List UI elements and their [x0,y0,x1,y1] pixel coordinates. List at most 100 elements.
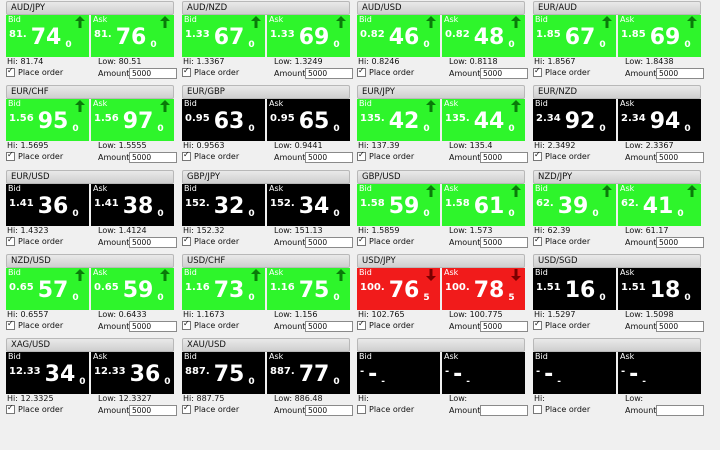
ask-price-button[interactable]: Ask 100. 78 5 [442,268,525,310]
place-order-checkbox[interactable] [357,319,366,330]
place-order-checkbox[interactable] [533,66,542,77]
bid-price-button[interactable]: Bid 0.65 57 0 [6,268,89,310]
ask-price-button[interactable]: Ask 1.51 18 0 [618,268,701,310]
place-order-row[interactable]: Place order [533,319,590,330]
place-order-row[interactable]: Place order [6,66,63,77]
place-order-checkbox[interactable] [533,319,542,330]
place-order-checkbox[interactable] [6,319,15,330]
place-order-checkbox[interactable] [357,66,366,77]
amount-input[interactable]: 5000 [656,152,704,163]
place-order-row[interactable]: Place order [533,235,590,246]
ask-price-button[interactable]: Ask 12.33 36 0 [91,352,174,394]
amount-input[interactable]: 5000 [129,405,177,416]
ask-price-button[interactable]: Ask 81. 76 0 [91,15,174,57]
amount-input[interactable] [480,405,528,416]
amount-input[interactable]: 5000 [656,68,704,79]
ask-price-button[interactable]: Ask - - - [618,352,701,394]
place-order-row[interactable]: Place order [182,319,239,330]
bid-price-button[interactable]: Bid 12.33 34 0 [6,352,89,394]
bid-price-button[interactable]: Bid 135. 42 0 [357,99,440,141]
bid-price-button[interactable]: Bid 1.41 36 0 [6,184,89,226]
amount-input[interactable]: 5000 [305,152,353,163]
ask-price-button[interactable]: Ask 2.34 94 0 [618,99,701,141]
place-order-checkbox[interactable] [357,405,366,414]
bid-price-button[interactable]: Bid 887. 75 0 [182,352,265,394]
place-order-checkbox[interactable] [6,150,15,161]
place-order-row[interactable]: Place order [357,405,414,414]
place-order-row[interactable]: Place order [357,235,414,246]
amount-input[interactable]: 5000 [480,152,528,163]
amount-input[interactable]: 5000 [305,68,353,79]
amount-input[interactable]: 5000 [129,321,177,332]
ask-price-button[interactable]: Ask 1.16 75 0 [267,268,350,310]
place-order-row[interactable]: Place order [182,235,239,246]
ask-price-button[interactable]: Ask 135. 44 0 [442,99,525,141]
bid-price-button[interactable]: Bid - - - [533,352,616,394]
bid-price-button[interactable]: Bid 1.51 16 0 [533,268,616,310]
bid-price-button[interactable]: Bid 1.56 95 0 [6,99,89,141]
place-order-checkbox[interactable] [533,405,542,414]
place-order-checkbox[interactable] [6,235,15,246]
place-order-row[interactable]: Place order [182,150,239,161]
place-order-checkbox[interactable] [357,235,366,246]
place-order-row[interactable]: Place order [182,66,239,77]
amount-input[interactable]: 5000 [480,321,528,332]
place-order-checkbox[interactable] [182,66,191,77]
place-order-row[interactable]: Place order [357,66,414,77]
place-order-checkbox[interactable] [533,150,542,161]
place-order-row[interactable]: Place order [533,150,590,161]
place-order-row[interactable]: Place order [182,403,239,414]
place-order-row[interactable]: Place order [357,319,414,330]
amount-input[interactable]: 5000 [305,321,353,332]
ask-price-button[interactable]: Ask 1.41 38 0 [91,184,174,226]
ask-price-button[interactable]: Ask 0.95 65 0 [267,99,350,141]
amount-input[interactable]: 5000 [656,321,704,332]
ask-price-button[interactable]: Ask 0.65 59 0 [91,268,174,310]
ask-price-button[interactable]: Ask 1.58 61 0 [442,184,525,226]
ask-price-button[interactable]: Ask 0.82 48 0 [442,15,525,57]
bid-price-button[interactable]: Bid - - - [357,352,440,394]
bid-price-button[interactable]: Bid 1.58 59 0 [357,184,440,226]
bid-price-button[interactable]: Bid 100. 76 5 [357,268,440,310]
bid-price-button[interactable]: Bid 0.95 63 0 [182,99,265,141]
amount-input[interactable]: 5000 [129,237,177,248]
ask-price-button[interactable]: Ask - - - [442,352,525,394]
ask-price-button[interactable]: Ask 1.85 69 0 [618,15,701,57]
ask-price-button[interactable]: Ask 62. 41 0 [618,184,701,226]
place-order-row[interactable]: Place order [533,66,590,77]
bid-price-button[interactable]: Bid 152. 32 0 [182,184,265,226]
place-order-checkbox[interactable] [182,235,191,246]
place-order-row[interactable]: Place order [6,235,63,246]
place-order-row[interactable]: Place order [6,403,63,414]
bid-price-button[interactable]: Bid 2.34 92 0 [533,99,616,141]
place-order-checkbox[interactable] [533,235,542,246]
place-order-checkbox[interactable] [357,150,366,161]
place-order-row[interactable]: Place order [6,319,63,330]
ask-price-button[interactable]: Ask 152. 34 0 [267,184,350,226]
amount-input[interactable]: 5000 [305,237,353,248]
amount-input[interactable]: 5000 [129,152,177,163]
amount-input[interactable]: 5000 [480,68,528,79]
bid-price-button[interactable]: Bid 1.16 73 0 [182,268,265,310]
amount-input[interactable]: 5000 [129,68,177,79]
place-order-row[interactable]: Place order [357,150,414,161]
amount-input[interactable]: 5000 [480,237,528,248]
bid-price-button[interactable]: Bid 81. 74 0 [6,15,89,57]
bid-price-button[interactable]: Bid 1.33 67 0 [182,15,265,57]
bid-price-button[interactable]: Bid 1.85 67 0 [533,15,616,57]
place-order-checkbox[interactable] [182,403,191,414]
amount-input[interactable] [656,405,704,416]
place-order-checkbox[interactable] [182,150,191,161]
bid-price-button[interactable]: Bid 62. 39 0 [533,184,616,226]
amount-input[interactable]: 5000 [656,237,704,248]
place-order-row[interactable]: Place order [6,150,63,161]
bid-price-button[interactable]: Bid 0.82 46 0 [357,15,440,57]
place-order-checkbox[interactable] [6,66,15,77]
ask-price-button[interactable]: Ask 1.33 69 0 [267,15,350,57]
ask-price-button[interactable]: Ask 1.56 97 0 [91,99,174,141]
amount-input[interactable]: 5000 [305,405,353,416]
place-order-row[interactable]: Place order [533,405,590,414]
ask-price-button[interactable]: Ask 887. 77 0 [267,352,350,394]
place-order-checkbox[interactable] [6,403,15,414]
place-order-checkbox[interactable] [182,319,191,330]
